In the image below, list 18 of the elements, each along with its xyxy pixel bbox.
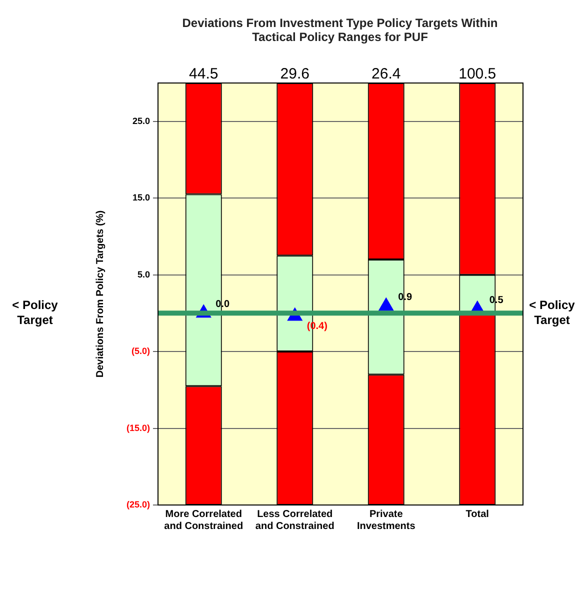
y-axis-title: Deviations From Policy Targets (%) (94, 210, 106, 378)
ref-line-label: < Policy Target (529, 298, 576, 327)
text: 26.4 (372, 66, 401, 83)
y-tick-label: 25.0 (132, 116, 150, 126)
text: 29.6 (280, 66, 310, 83)
x-tick-label: Less Correlated and Constrained (255, 508, 334, 532)
y-tick-label: 5.0 (137, 269, 150, 280)
y-tick-label: (15.0) (126, 422, 150, 433)
x-tick-label: Total (466, 508, 490, 520)
text: 100.5 (458, 66, 496, 83)
y-tick-label: (25.0) (126, 499, 150, 510)
text: 44.5 (189, 66, 218, 83)
text: < Policy Target (12, 298, 58, 327)
x-tick-label: More Correlated and Constrained (164, 508, 244, 532)
y-tick-label: 15.0 (132, 192, 150, 203)
chart-title: Deviations From Investment Type Policy Targets Within Tactical Policy Ranges for PUF (181, 16, 499, 44)
x-tick-label: Private Investments (356, 508, 416, 532)
y-tick-label: (5.0) (131, 346, 150, 356)
